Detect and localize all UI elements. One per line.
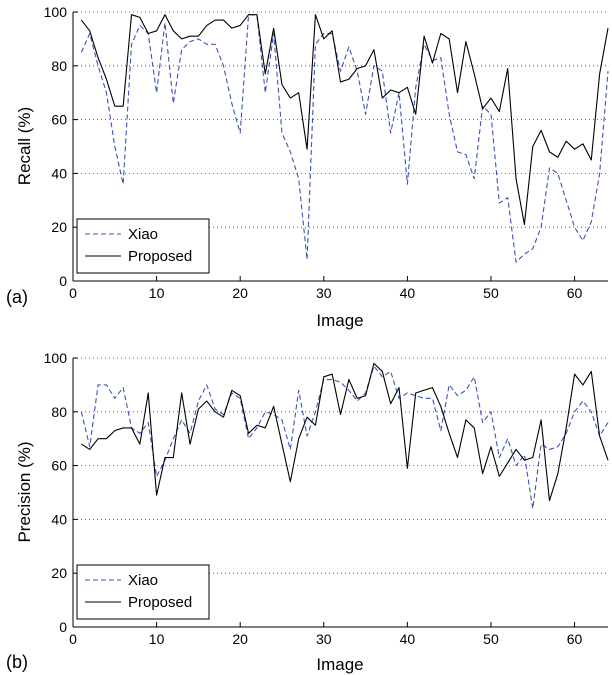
x-tick-label: 10 — [149, 631, 165, 647]
y-tick-label: 40 — [51, 165, 67, 181]
legend-label-proposed: Proposed — [128, 248, 192, 265]
y-tick-label: 0 — [59, 273, 67, 289]
y-tick-label: 40 — [51, 511, 67, 527]
x-axis-title: Image — [316, 311, 363, 330]
legend: Xiao Proposed — [76, 218, 210, 274]
x-tick-label: 40 — [400, 285, 416, 301]
x-axis-title: Image — [316, 655, 363, 674]
y-axis-title: Precision (%) — [15, 441, 34, 542]
series-line-xiao — [80, 14, 609, 263]
y-tick-label: 100 — [44, 4, 68, 20]
y-tick-label: 80 — [51, 58, 67, 74]
series-line-proposed — [81, 362, 609, 502]
legend-label-proposed: Proposed — [128, 594, 192, 611]
x-tick-label: 0 — [69, 285, 77, 301]
legend-label-xiao: Xiao — [128, 572, 158, 589]
legend-box — [76, 218, 210, 274]
x-tick-label: 20 — [232, 631, 248, 647]
legend-label-xiao: Xiao — [128, 226, 158, 243]
x-tick-label: 10 — [149, 285, 165, 301]
legend: Xiao Proposed — [76, 564, 210, 620]
panel-label: (b) — [6, 652, 28, 672]
y-tick-label: 20 — [51, 565, 67, 581]
series-line-proposed — [80, 14, 609, 226]
x-tick-label: 60 — [567, 631, 583, 647]
y-tick-label: 80 — [51, 404, 67, 420]
x-tick-label: 50 — [483, 631, 499, 647]
panel-label: (a) — [6, 287, 28, 307]
x-tick-label: 50 — [483, 285, 499, 301]
chart-panel-2: 0 20 40 60 80 100 0 10 20 30 40 50 60 Image Precision … — [6, 350, 609, 674]
y-tick-label: 60 — [51, 458, 67, 474]
x-tick-label: 0 — [69, 631, 77, 647]
x-tick-label: 30 — [316, 631, 332, 647]
y-axis-title: Recall (%) — [15, 107, 34, 185]
y-tick-label: 100 — [44, 350, 68, 366]
y-tick-label: 20 — [51, 219, 67, 235]
x-tick-label: 20 — [232, 285, 248, 301]
y-tick-label: 60 — [51, 112, 67, 128]
legend-box — [76, 564, 210, 620]
series-line-xiao — [80, 365, 609, 510]
x-tick-label: 60 — [567, 285, 583, 301]
x-tick-label: 40 — [400, 631, 416, 647]
x-tick-label: 30 — [316, 285, 332, 301]
y-tick-label: 0 — [59, 619, 67, 635]
chart-panel-1: 0 20 40 60 80 100 0 10 20 30 40 50 60 Image Recall (%)… — [6, 4, 609, 330]
